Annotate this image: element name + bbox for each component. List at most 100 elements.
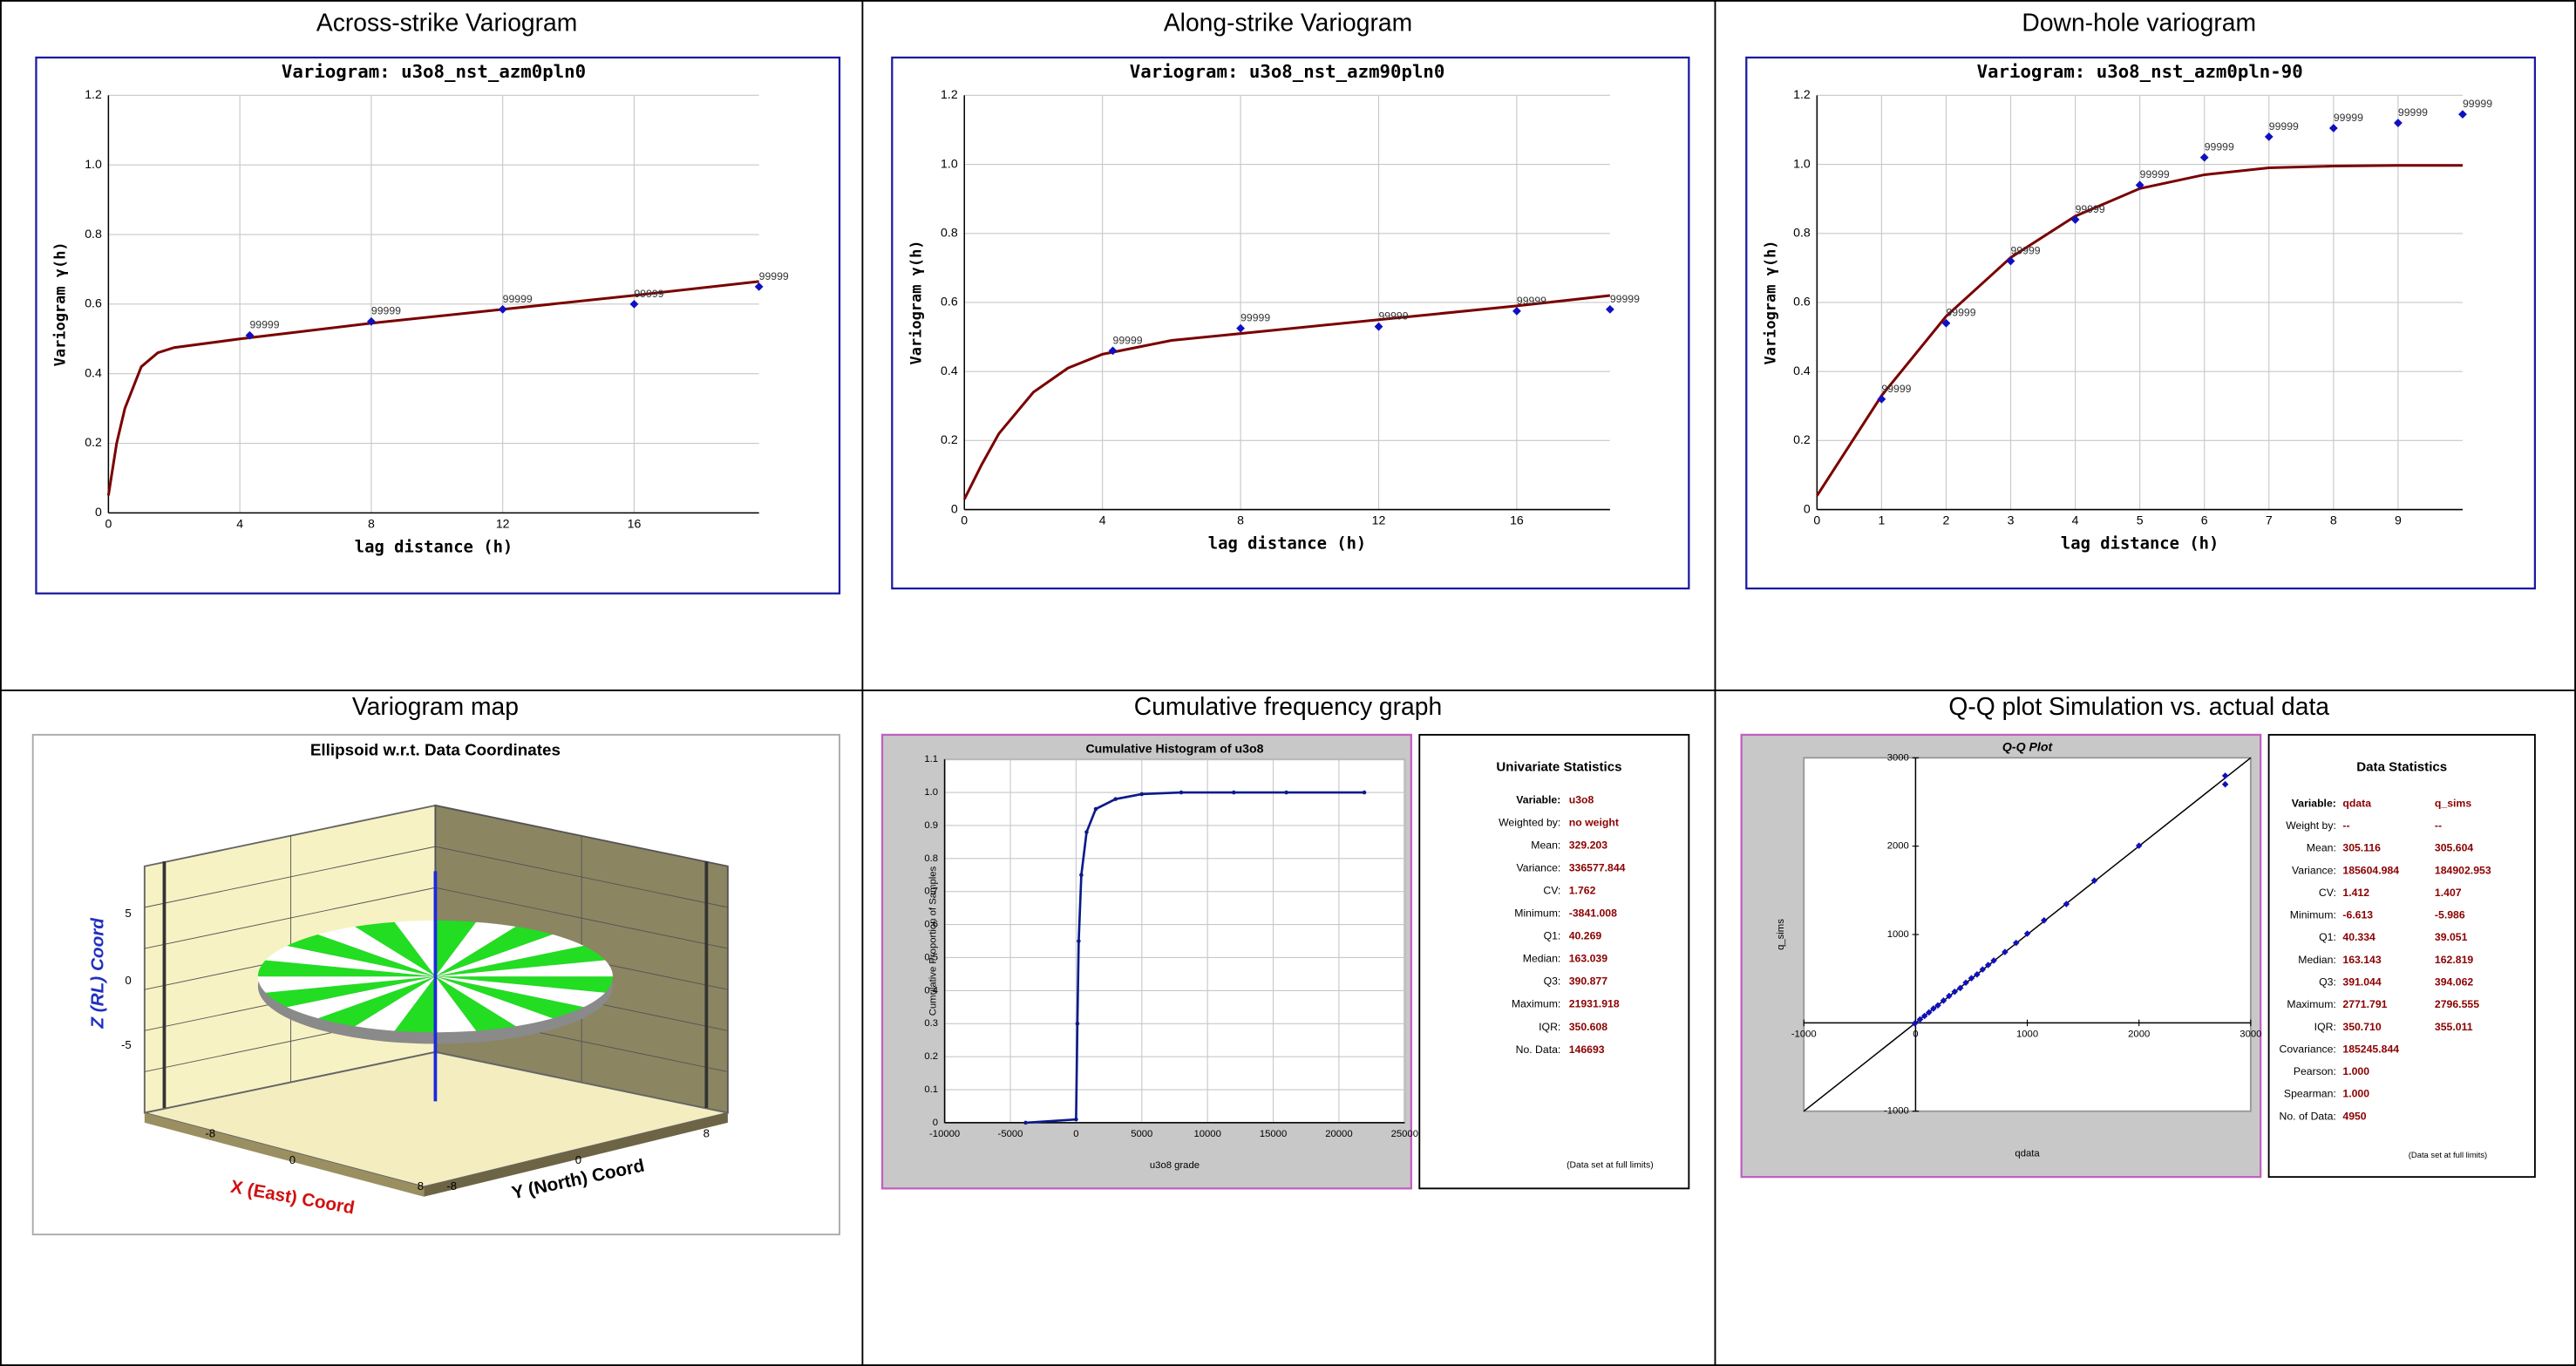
x-tick-label: 8 xyxy=(2330,513,2337,527)
x-tick-label: 20000 xyxy=(1325,1129,1352,1139)
x-axis-label: u3o8 grade xyxy=(1150,1160,1200,1171)
pair-count: 99999 xyxy=(1113,334,1143,346)
x-tick-label: -5000 xyxy=(998,1129,1023,1139)
panel-title: Across-strike Variogram xyxy=(316,9,577,37)
x-tick-label: 12 xyxy=(1372,513,1386,527)
page: Across-strike Variogram Along-strike Var… xyxy=(0,0,2576,1366)
map-title: Ellipsoid w.r.t. Data Coordinates xyxy=(310,741,561,759)
y-tick-label: 0.6 xyxy=(85,296,102,310)
data-point xyxy=(1140,792,1145,797)
x-tick-label: 8 xyxy=(368,516,375,530)
y-tick-label: 0.2 xyxy=(941,432,958,446)
y-tick-label: 0.3 xyxy=(924,1018,938,1029)
stats-title: Data Statistics xyxy=(2356,760,2447,775)
x-tick-label: 16 xyxy=(628,516,642,530)
x-tick-label: 5 xyxy=(2137,513,2144,527)
data-point xyxy=(1076,1022,1080,1026)
y-tick-label: 1.2 xyxy=(941,87,958,101)
chart-title: Q-Q Plot xyxy=(2002,740,2054,754)
data-point xyxy=(1284,791,1288,795)
pair-count: 99999 xyxy=(249,319,279,331)
stat-value: 305.116 xyxy=(2342,842,2381,854)
pair-count: 99999 xyxy=(634,288,663,300)
stats-note: (Data set at full limits) xyxy=(1567,1161,1654,1171)
pair-count: 99999 xyxy=(1881,383,1911,395)
x-tick-label: 6 xyxy=(2201,513,2208,527)
stat-label: CV: xyxy=(2319,887,2336,899)
stat-value: 163.039 xyxy=(1569,953,1607,965)
stat-value: 4950 xyxy=(2342,1110,2366,1122)
stat-label: Minimum: xyxy=(2290,909,2336,921)
stat-value: 146693 xyxy=(1569,1043,1605,1056)
stat-label: Median: xyxy=(1523,953,1561,965)
stat-value: 39.051 xyxy=(2435,931,2468,943)
data-point xyxy=(1079,873,1084,878)
y-tick-label: 0 xyxy=(95,505,102,519)
stat-value: 1.407 xyxy=(2435,887,2462,899)
x-tick-label: 10000 xyxy=(1193,1129,1220,1139)
x-tick-label: 1 xyxy=(1878,513,1885,527)
y-tick-label: 0.1 xyxy=(924,1084,938,1095)
y-axis-label: Cumulative Proportion of Samples xyxy=(928,866,938,1016)
chart-title: Cumulative Histogram of u3o8 xyxy=(1085,742,1263,756)
y-axis-label: Variogram γ(h) xyxy=(1762,240,1779,364)
stat-value: 2796.555 xyxy=(2435,998,2479,1010)
pair-count: 99999 xyxy=(2205,141,2234,153)
stat-label: Pearson: xyxy=(2294,1065,2336,1077)
stat-label: Variable: xyxy=(1516,794,1560,806)
x-tick-label: 3000 xyxy=(2240,1030,2261,1040)
y-tick-label: 0.2 xyxy=(1793,432,1811,446)
x-tick-label: 16 xyxy=(1510,513,1524,527)
pair-count: 99999 xyxy=(1517,295,1546,307)
x-tick-label: 9 xyxy=(2395,513,2402,527)
pair-count: 99999 xyxy=(2011,244,2041,256)
stat-value: 1.000 xyxy=(2342,1088,2369,1100)
chart-title: Variogram: u3o8_nst_azm0pln-90 xyxy=(1977,61,2303,82)
stats-note: (Data set at full limits) xyxy=(2409,1150,2487,1159)
x-tick-label: 8 xyxy=(1237,513,1244,527)
x-tick-label: 7 xyxy=(2266,513,2273,527)
stat-value: -6.613 xyxy=(2342,909,2373,921)
stat-value: 1.762 xyxy=(1569,885,1596,897)
y-tick-label: 0.9 xyxy=(924,820,938,831)
stat-label: Variable: xyxy=(2292,797,2336,809)
y-axis-label: Variogram γ(h) xyxy=(907,240,925,364)
stat-value: q_sims xyxy=(2435,797,2471,809)
x-tick-label: 4 xyxy=(2072,513,2079,527)
stat-value: 21931.918 xyxy=(1569,998,1620,1010)
stat-label: Q3: xyxy=(1544,975,1561,988)
x-axis-label: qdata xyxy=(2015,1149,2040,1159)
x-tick-label: 1000 xyxy=(2016,1030,2038,1040)
tick-label: 5 xyxy=(125,907,131,920)
y-tick-label: 0.4 xyxy=(1793,364,1811,377)
stat-label: Maximum: xyxy=(1512,998,1560,1010)
stat-label: Maximum: xyxy=(2287,998,2335,1010)
tick-label: -8 xyxy=(205,1127,215,1140)
panel-title: Q-Q plot Simulation vs. actual data xyxy=(1948,692,2329,720)
panel-title: Cumulative frequency graph xyxy=(1134,692,1442,720)
stat-value: 1.000 xyxy=(2342,1065,2369,1077)
stat-value: 329.203 xyxy=(1569,839,1607,852)
pair-count: 99999 xyxy=(2398,106,2428,119)
pair-count: 99999 xyxy=(1240,312,1270,324)
stat-value: no weight xyxy=(1569,817,1619,829)
x-tick-label: 15000 xyxy=(1260,1129,1287,1139)
x-tick-label: 3 xyxy=(2008,513,2015,527)
x-tick-label: -10000 xyxy=(929,1129,960,1139)
chart-title: Variogram: u3o8_nst_azm90pln0 xyxy=(1130,61,1445,82)
stat-label: Mean: xyxy=(1531,839,1560,852)
stat-label: Spearman: xyxy=(2284,1088,2336,1100)
dashboard: Across-strike Variogram Along-strike Var… xyxy=(0,0,2576,1366)
stat-value: 305.604 xyxy=(2435,842,2473,854)
y-tick-label: 0.8 xyxy=(85,227,102,241)
pair-count: 99999 xyxy=(371,305,401,317)
x-tick-label: 5000 xyxy=(1131,1129,1152,1139)
y-tick-label: 3000 xyxy=(1887,752,1909,763)
pair-count: 99999 xyxy=(759,270,789,282)
pair-count: 99999 xyxy=(503,293,533,305)
x-tick-label: 0 xyxy=(1813,513,1820,527)
x-tick-label: 2 xyxy=(1943,513,1950,527)
stat-value: 350.608 xyxy=(1569,1021,1607,1033)
stat-label: Q1: xyxy=(1544,930,1561,942)
stat-value: 40.269 xyxy=(1569,930,1602,942)
